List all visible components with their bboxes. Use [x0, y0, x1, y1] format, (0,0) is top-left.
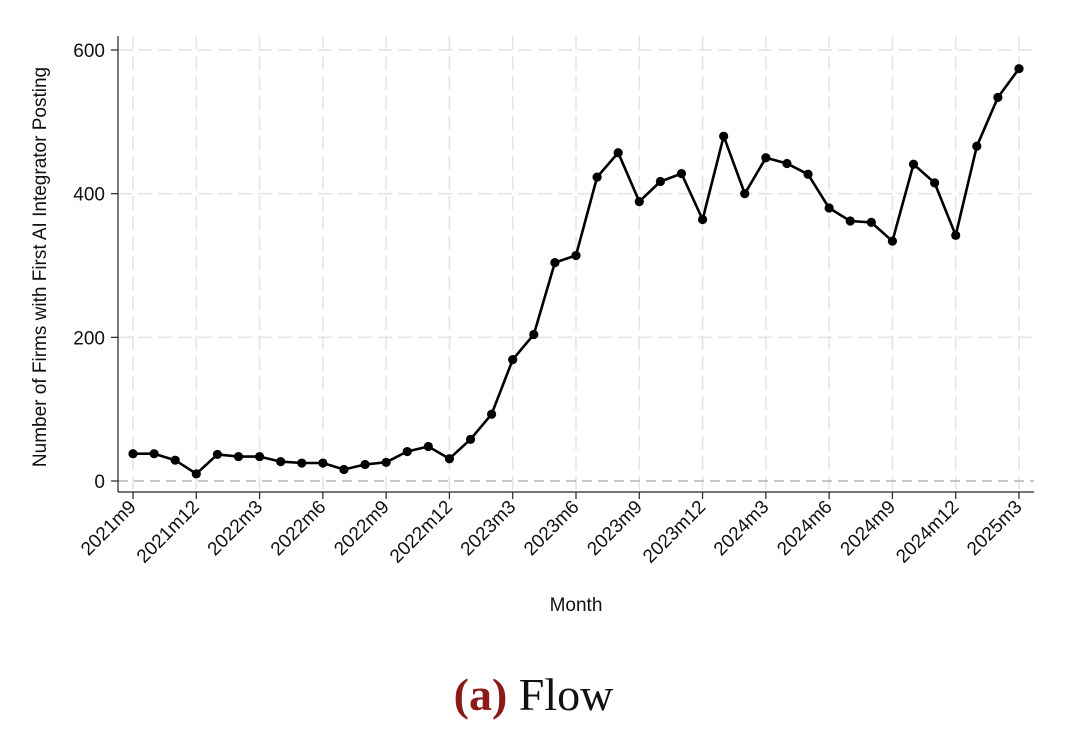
x-tick-label: 2025m3 — [963, 497, 1026, 560]
x-tick-label: 2021m9 — [77, 497, 140, 560]
x-tick-label: 2023m6 — [520, 497, 583, 560]
y-tick-label: 200 — [73, 328, 105, 349]
x-tick-label: 2024m6 — [773, 497, 836, 560]
x-tick-label: 2022m12 — [386, 497, 457, 568]
data-point — [1014, 64, 1024, 74]
data-point — [761, 153, 771, 163]
axes — [111, 36, 1034, 499]
x-axis-label: Month — [550, 595, 603, 616]
data-point — [508, 355, 518, 365]
data-point — [423, 441, 433, 452]
data-point — [655, 176, 665, 187]
data-point — [740, 189, 750, 199]
x-tick-label: 2022m9 — [330, 497, 393, 560]
data-point — [318, 458, 328, 468]
data-point — [634, 196, 644, 207]
data-point — [276, 457, 286, 467]
data-point — [719, 131, 729, 141]
data-point — [866, 217, 876, 227]
x-tick-label: 2023m9 — [583, 497, 646, 560]
data-point — [381, 457, 391, 467]
data-point — [613, 148, 623, 158]
x-tick-label: 2023m12 — [639, 497, 710, 568]
data-point — [465, 434, 476, 444]
data-point — [444, 454, 455, 464]
figure-caption: (a) Flow — [0, 668, 1067, 721]
data-point — [360, 459, 370, 470]
x-tick-label: 2022m6 — [267, 497, 330, 560]
gridlines — [118, 36, 1034, 492]
data-point — [592, 172, 602, 182]
data-point — [824, 203, 834, 213]
y-axis-label: Number of Firms with First AI Integrator… — [30, 67, 51, 467]
data-point — [571, 250, 581, 261]
y-tick-label: 0 — [94, 472, 105, 493]
x-tick-label: 2023m3 — [457, 497, 520, 560]
data-point — [297, 458, 307, 468]
data-point — [529, 329, 539, 340]
data-point — [339, 464, 349, 475]
data-point — [930, 178, 940, 188]
y-tick-label: 400 — [73, 185, 105, 206]
data-point — [676, 168, 687, 179]
data-point — [550, 258, 560, 268]
data-point — [951, 230, 961, 240]
data-point — [782, 158, 792, 169]
data-point — [254, 451, 265, 462]
x-tick-label: 2021m12 — [133, 497, 204, 568]
x-tick-label: 2024m9 — [837, 497, 900, 560]
data-point — [697, 214, 708, 225]
data-point — [128, 449, 138, 459]
data-point — [233, 451, 244, 462]
x-tick-label: 2024m3 — [710, 497, 773, 560]
x-tick-label: 2022m3 — [204, 497, 267, 560]
series — [128, 64, 1024, 479]
data-point — [972, 141, 982, 151]
data-point — [402, 446, 412, 457]
data-point — [803, 169, 813, 179]
data-point — [170, 455, 180, 465]
x-tick-label: 2024m12 — [892, 497, 963, 568]
data-point — [487, 409, 497, 419]
data-point — [845, 216, 855, 226]
data-point — [191, 469, 201, 479]
data-point — [887, 236, 898, 246]
data-point — [212, 449, 222, 460]
data-point — [908, 159, 919, 169]
caption-text: Flow — [518, 669, 614, 720]
y-tick-label: 600 — [73, 41, 105, 62]
caption-panel-label: (a) — [453, 669, 508, 720]
data-point — [993, 92, 1003, 103]
data-point — [149, 449, 159, 459]
